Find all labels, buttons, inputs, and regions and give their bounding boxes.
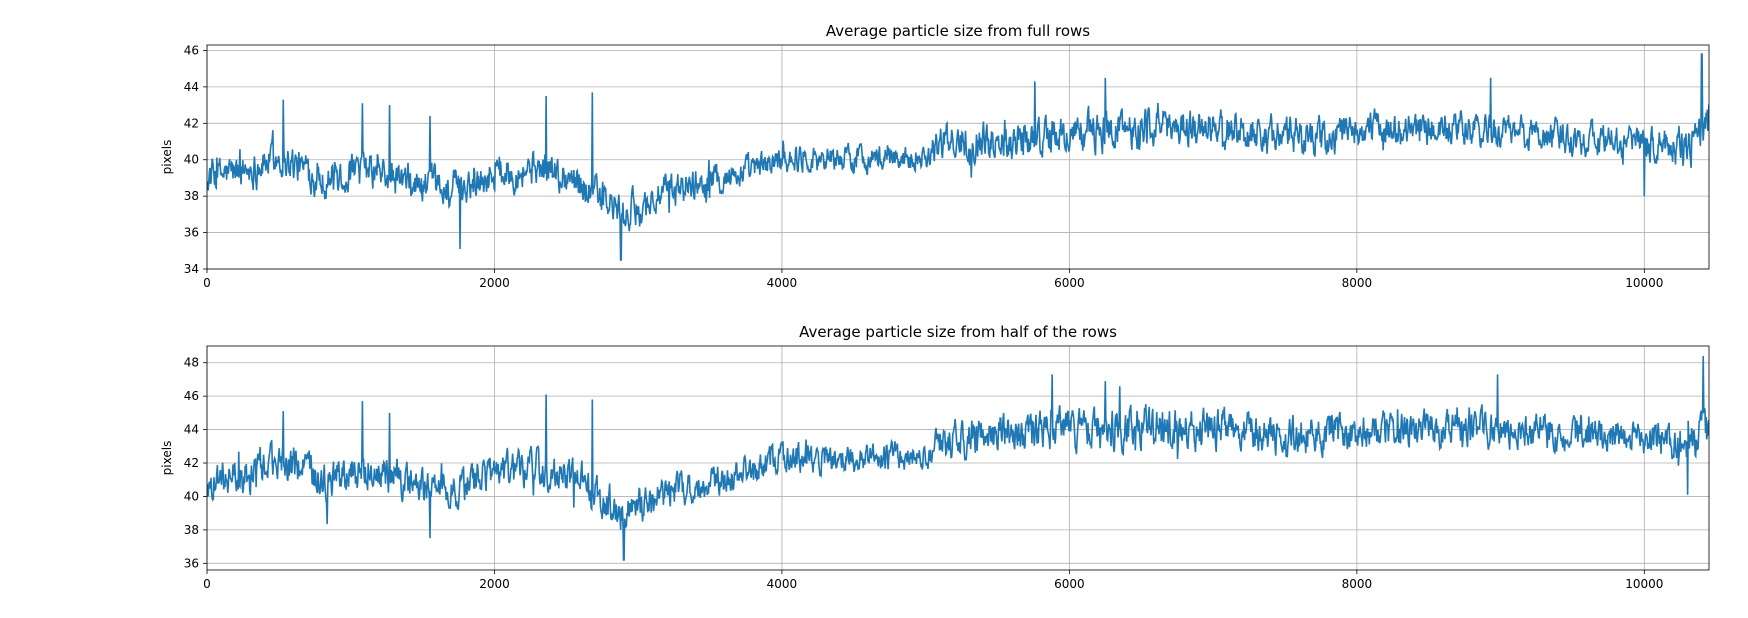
x-tick-label: 4000 [767,276,798,290]
series-line [207,356,1709,561]
x-tick-label: 0 [203,276,211,290]
y-tick-label: 44 [184,80,199,94]
y-tick-label: 36 [184,226,199,240]
y-tick-label: 44 [184,423,199,437]
series-line [207,53,1709,261]
x-tick-label: 6000 [1054,577,1085,591]
y-axis-label: pixels [160,140,174,175]
chart-title: Average particle size from full rows [826,22,1090,40]
x-tick-label: 2000 [479,276,510,290]
y-tick-label: 40 [184,153,199,167]
x-tick-label: 6000 [1054,276,1085,290]
y-tick-label: 36 [184,556,199,570]
x-tick-label: 8000 [1342,577,1373,591]
y-tick-label: 42 [184,456,199,470]
y-tick-label: 34 [184,262,199,276]
plot-frame [206,345,1710,571]
y-tick-label: 40 [184,489,199,503]
x-tick-label: 8000 [1342,276,1373,290]
x-tick-label: 10000 [1625,577,1663,591]
chart-title: Average particle size from half of the r… [799,323,1117,341]
y-tick-label: 42 [184,116,199,130]
y-tick-label: 38 [184,523,199,537]
x-tick-label: 10000 [1625,276,1663,290]
y-tick-label: 46 [184,43,199,57]
x-tick-label: 4000 [767,577,798,591]
y-tick-label: 38 [184,189,199,203]
x-tick-label: 0 [203,577,211,591]
y-tick-label: 46 [184,389,199,403]
x-tick-label: 2000 [479,577,510,591]
y-axis-label: pixels [160,441,174,476]
y-tick-label: 48 [184,356,199,370]
chart-full-rows: 0 2000 4000 6000 8000 10000 34 36 38 40 42 44 46 Aver… [160,22,1710,290]
chart-half-rows: 0 2000 4000 6000 8000 10000 36 38 40 42 44 46 48 Aver… [160,323,1710,591]
plot-frame [206,44,1710,270]
